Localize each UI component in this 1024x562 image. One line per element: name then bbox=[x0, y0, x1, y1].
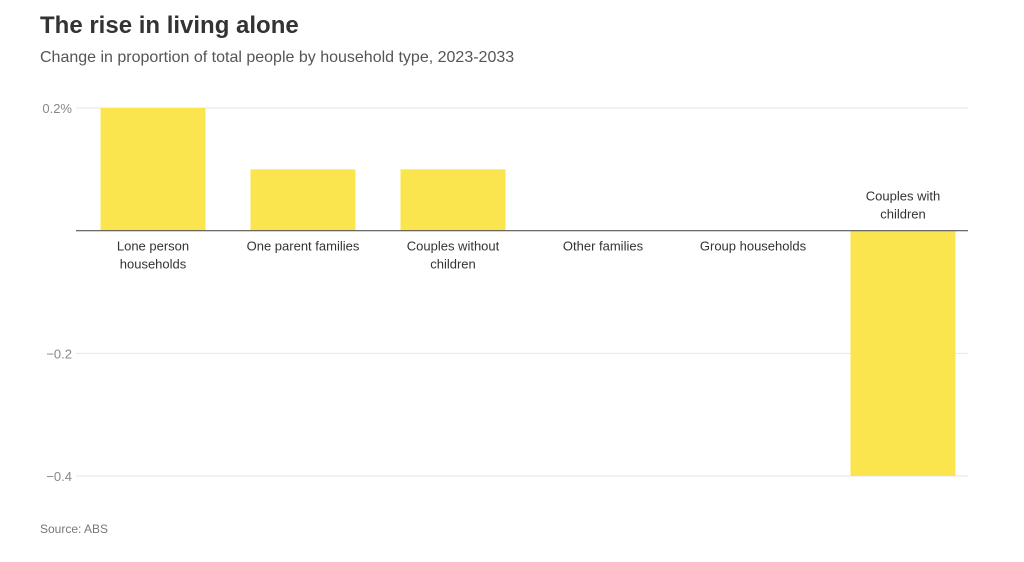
y-tick-label: 0.2% bbox=[42, 101, 72, 116]
category-label: Couples with children bbox=[866, 189, 940, 222]
bars bbox=[100, 108, 956, 476]
category-label: Other families bbox=[563, 239, 644, 254]
bar bbox=[400, 169, 506, 231]
category-label: Group households bbox=[700, 239, 807, 254]
category-label: One parent families bbox=[247, 239, 360, 254]
y-tick-label: −0.4 bbox=[46, 469, 72, 484]
source-note: Source: ABS bbox=[40, 522, 109, 536]
bar bbox=[100, 108, 206, 231]
y-tick-labels: 0.2% −0.2 −0.4 bbox=[42, 101, 72, 484]
y-tick-label: −0.2 bbox=[46, 346, 72, 361]
bar bbox=[250, 169, 356, 231]
category-labels: Lone person households One parent families… bbox=[117, 189, 940, 272]
gridlines bbox=[76, 107, 968, 477]
category-label: Couples without children bbox=[407, 239, 500, 272]
category-label: Lone person households bbox=[117, 239, 189, 272]
bar bbox=[850, 230, 956, 476]
chart-subtitle: Change in proportion of total people by … bbox=[40, 49, 515, 66]
chart-title: The rise in living alone bbox=[40, 12, 299, 39]
